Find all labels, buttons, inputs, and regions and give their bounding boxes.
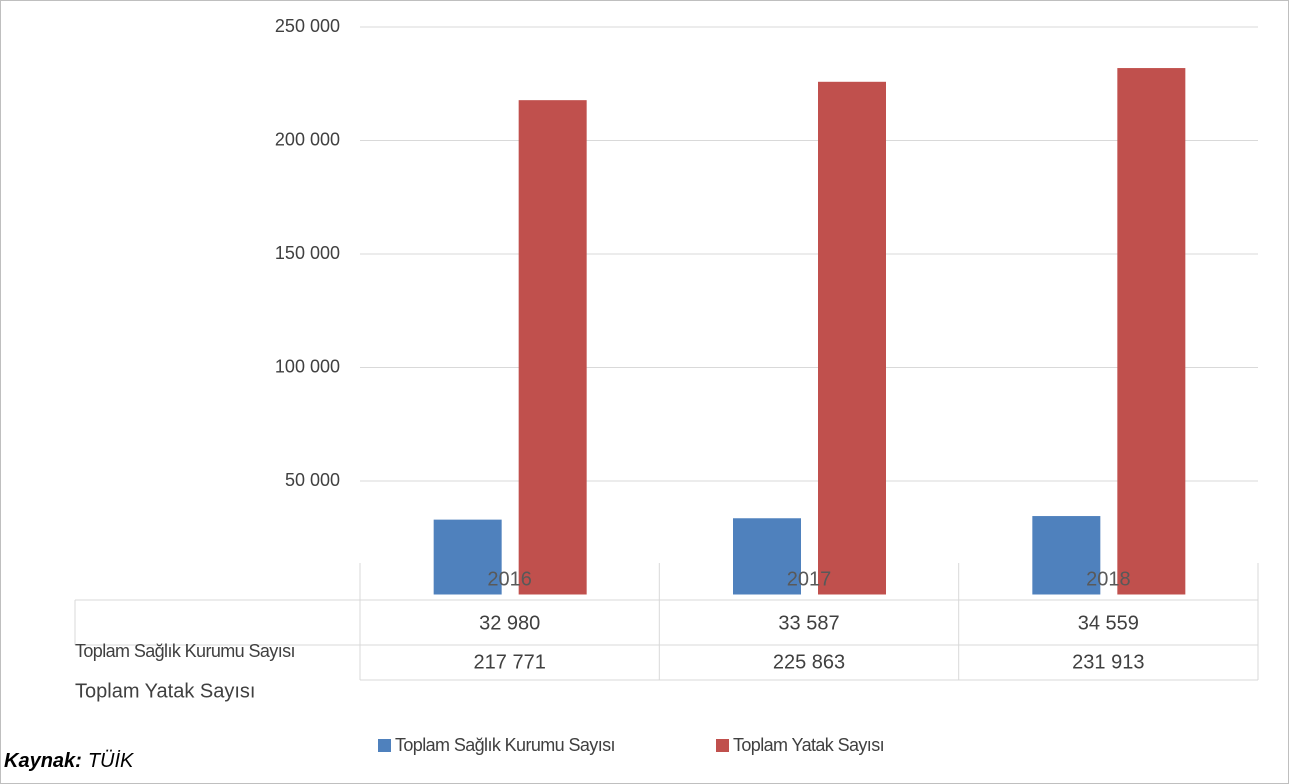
table-value: 33 587 [778, 612, 839, 634]
bar [1032, 516, 1101, 595]
source-value: TÜİK [88, 750, 135, 772]
table-row-label: Toplam Sağlık Kurumu Sayısı [75, 641, 295, 661]
y-tick-label: 150 000 [275, 243, 340, 263]
y-tick-label: 200 000 [275, 129, 340, 149]
y-tick-label: 100 000 [275, 356, 340, 376]
plot: 50 000 100 000 150 000 200 000 250 000 2016 32… [74, 16, 1259, 755]
legend-swatch [378, 739, 391, 752]
bar [818, 81, 886, 595]
table-row-label: Toplam Yatak Sayısı [75, 680, 255, 702]
bar [433, 519, 502, 595]
x-tick-label: 2018 [1086, 568, 1131, 590]
bar [1117, 68, 1186, 595]
legend-swatch [716, 739, 729, 752]
table-value: 217 771 [474, 651, 546, 673]
table-value: 34 559 [1078, 612, 1139, 634]
bar [733, 518, 801, 595]
bar [518, 100, 587, 595]
source-label: Kaynak: [4, 750, 82, 772]
y-tick-label: 50 000 [285, 470, 340, 490]
x-tick-label: 2017 [787, 568, 832, 590]
legend-label: Toplam Yatak Sayısı [733, 735, 884, 755]
y-tick-label: 250 000 [275, 16, 340, 36]
table-value: 225 863 [773, 651, 845, 673]
source: Kaynak: TÜİK [4, 750, 135, 772]
legend-label: Toplam Sağlık Kurumu Sayısı [395, 735, 615, 755]
table-value: 231 913 [1072, 651, 1144, 673]
x-tick-label: 2016 [487, 568, 532, 590]
table-value: 32 980 [479, 612, 540, 634]
